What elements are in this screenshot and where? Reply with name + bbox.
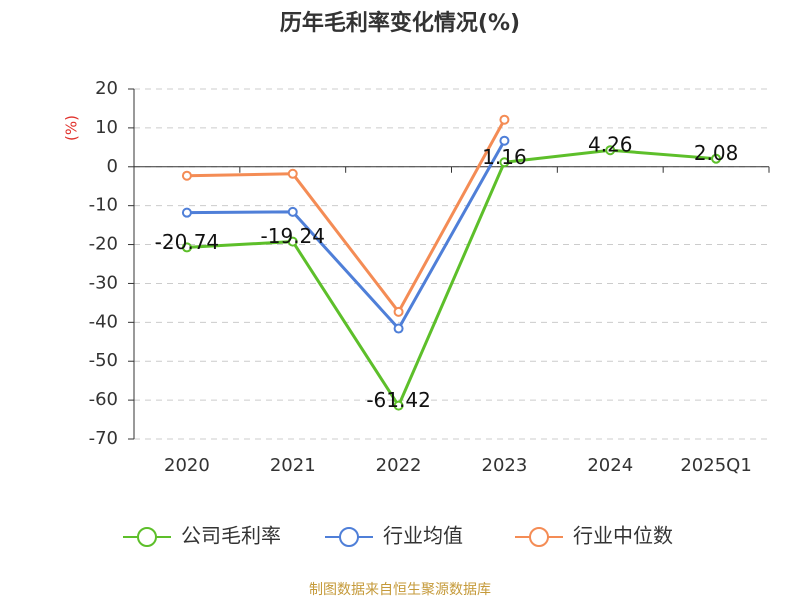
point-marker	[287, 236, 298, 247]
legend-marker	[339, 527, 359, 547]
y-tick-label: 20	[95, 78, 118, 99]
data-label: 4.26	[588, 133, 633, 157]
legend-label: 行业中位数	[573, 524, 673, 548]
point-marker	[181, 242, 192, 253]
x-tick-label: 2023	[482, 455, 528, 476]
chart-title: 历年毛利率变化情况(%)	[280, 10, 520, 36]
data-label: 1.16	[482, 145, 527, 169]
x-tick-label: 2025Q1	[680, 455, 751, 476]
legend-label: 行业均值	[383, 524, 463, 548]
y-tick-label: -40	[89, 311, 118, 332]
y-tick-label: -10	[89, 195, 118, 216]
point-marker	[605, 145, 616, 156]
point-marker	[499, 157, 510, 168]
y-tick-label: 10	[95, 117, 118, 138]
point-marker	[181, 170, 192, 181]
point-marker	[393, 306, 404, 317]
y-tick-label: -30	[89, 272, 118, 293]
point-marker	[393, 400, 404, 411]
point-marker	[499, 135, 510, 146]
y-axis-label: (%)	[63, 115, 81, 141]
legend-marker	[529, 527, 549, 547]
point-marker	[287, 168, 298, 179]
y-tick-label: -70	[89, 428, 118, 449]
point-marker	[393, 323, 404, 334]
y-tick-label: -50	[89, 350, 118, 371]
data-label: -19.24	[261, 224, 325, 248]
data-label: -20.74	[155, 230, 219, 254]
source-note: 制图数据来自恒生聚源数据库	[309, 582, 491, 598]
x-tick-label: 2020	[164, 455, 210, 476]
legend-label: 公司毛利率	[181, 524, 281, 548]
y-tick-label: -60	[89, 389, 118, 410]
series-line	[186, 148, 717, 409]
point-marker	[711, 153, 722, 164]
point-marker	[499, 114, 510, 125]
y-tick-label: -20	[89, 234, 118, 255]
series-line	[186, 118, 506, 315]
point-marker	[287, 206, 298, 217]
series-line	[186, 139, 506, 332]
legend-marker	[137, 527, 157, 547]
point-marker	[181, 207, 192, 218]
x-tick-label: 2022	[376, 455, 422, 476]
data-label: -61.42	[366, 388, 430, 412]
y-tick-label: 0	[107, 156, 118, 177]
x-tick-label: 2024	[587, 455, 633, 476]
data-label: 2.08	[694, 141, 739, 165]
x-tick-label: 2021	[270, 455, 316, 476]
